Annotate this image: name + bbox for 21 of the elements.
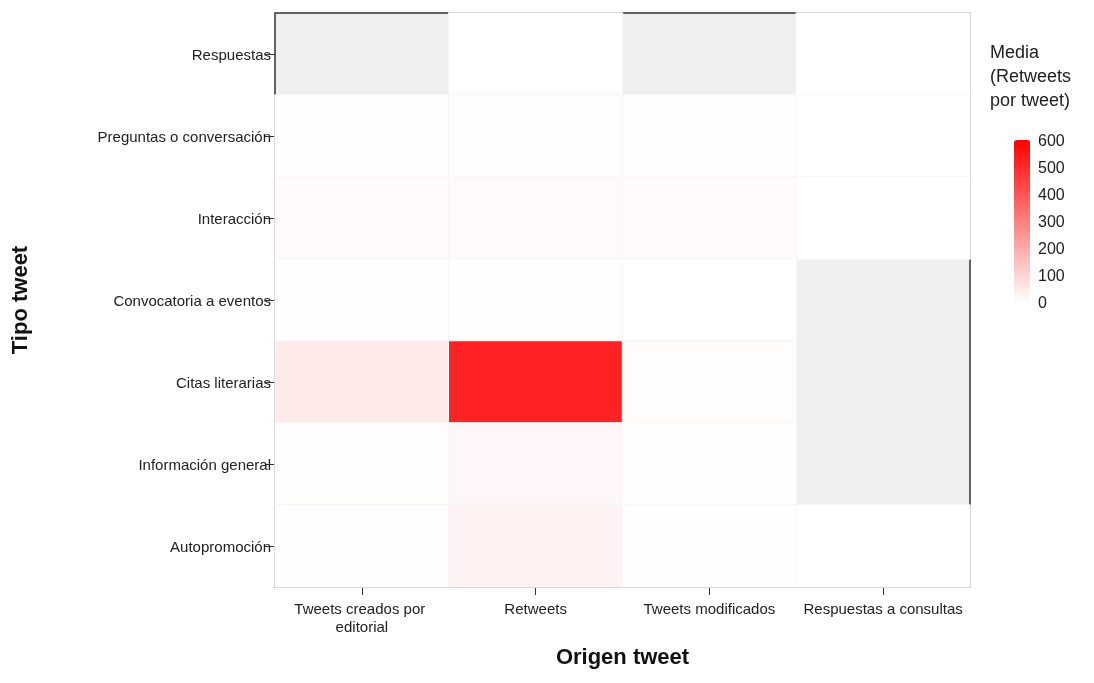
y-tick-label: Autopromoción: [170, 537, 271, 555]
color-bar-label: 400: [1038, 185, 1065, 203]
color-bar-label: 500: [1038, 158, 1065, 176]
color-bar-label: 100: [1038, 266, 1065, 284]
x-axis-title: Origen tweet: [555, 643, 690, 669]
y-tick-label: Citas literarias: [175, 373, 271, 391]
y-axis-title: Tipo tweet: [6, 245, 32, 355]
y-tick-label: Interacción: [197, 209, 271, 227]
legend-title: Media (Retweets por tweet): [990, 42, 1077, 110]
y-tick-label: Respuestas: [191, 45, 271, 63]
y-tick-label: Información general: [138, 455, 271, 473]
x-tick-label: Retweets: [504, 599, 567, 617]
x-tick-label: Tweets modificados: [643, 599, 776, 617]
color-bar-label: 0: [1038, 293, 1047, 311]
y-tick-label: Convocatoria a eventos: [113, 291, 271, 309]
color-bar-label: 600: [1038, 131, 1065, 149]
color-bar-label: 300: [1038, 212, 1065, 230]
x-tick-label: Respuestas a consultas: [803, 599, 963, 617]
color-bar-label: 200: [1038, 239, 1065, 257]
x-tick-label: Tweets creados por editorial: [294, 599, 430, 635]
y-tick-label: Preguntas o conversación: [97, 127, 271, 145]
